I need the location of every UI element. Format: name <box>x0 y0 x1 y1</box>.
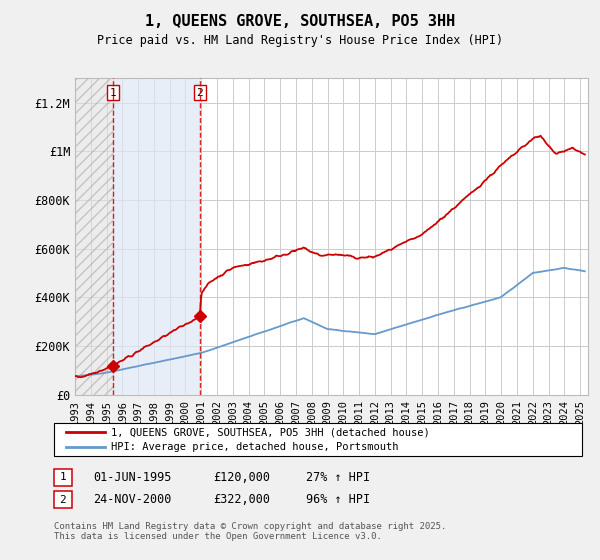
Text: £322,000: £322,000 <box>213 493 270 506</box>
Text: HPI: Average price, detached house, Portsmouth: HPI: Average price, detached house, Port… <box>111 442 398 452</box>
Bar <box>113 78 200 395</box>
Text: 1: 1 <box>110 87 116 97</box>
Text: 2: 2 <box>59 494 67 505</box>
Text: 2: 2 <box>196 87 203 97</box>
Text: 24-NOV-2000: 24-NOV-2000 <box>93 493 172 506</box>
Text: 1, QUEENS GROVE, SOUTHSEA, PO5 3HH: 1, QUEENS GROVE, SOUTHSEA, PO5 3HH <box>145 14 455 29</box>
Text: 01-JUN-1995: 01-JUN-1995 <box>93 470 172 484</box>
Text: 96% ↑ HPI: 96% ↑ HPI <box>306 493 370 506</box>
Text: 1, QUEENS GROVE, SOUTHSEA, PO5 3HH (detached house): 1, QUEENS GROVE, SOUTHSEA, PO5 3HH (deta… <box>111 427 430 437</box>
Bar <box>75 78 113 395</box>
Text: £120,000: £120,000 <box>213 470 270 484</box>
Text: 1: 1 <box>59 472 67 482</box>
Text: Price paid vs. HM Land Registry's House Price Index (HPI): Price paid vs. HM Land Registry's House … <box>97 34 503 46</box>
Text: 27% ↑ HPI: 27% ↑ HPI <box>306 470 370 484</box>
Text: Contains HM Land Registry data © Crown copyright and database right 2025.
This d: Contains HM Land Registry data © Crown c… <box>54 522 446 542</box>
